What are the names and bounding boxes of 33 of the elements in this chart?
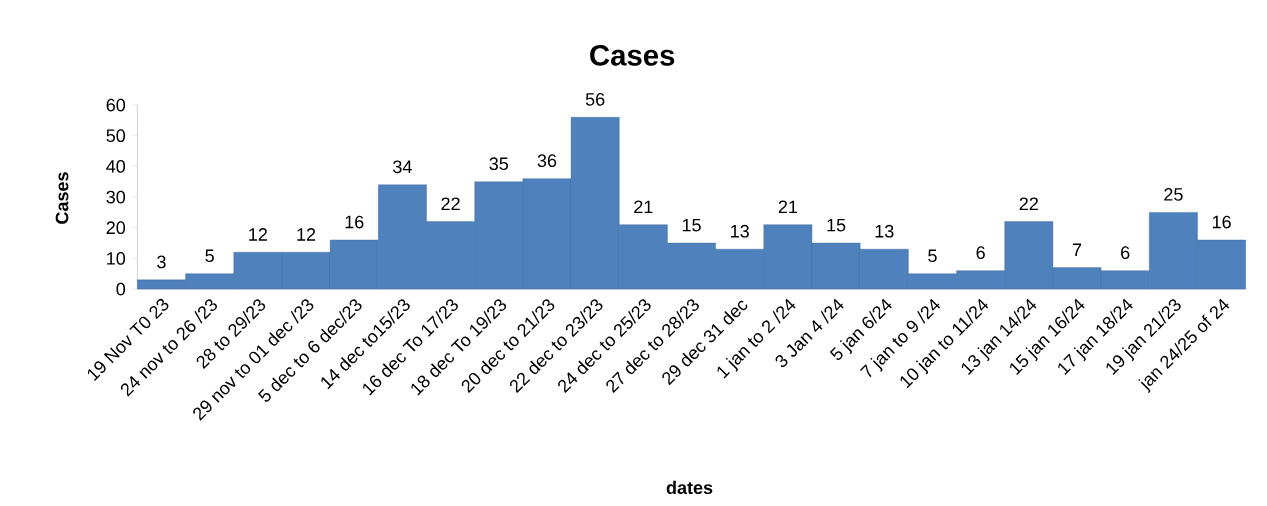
y-axis-title: Cases: [55, 172, 69, 224]
y-tick-label: 0: [116, 282, 126, 296]
data-label: 22: [441, 197, 460, 210]
y-tick-label: 40: [106, 159, 126, 173]
data-label: 12: [297, 228, 316, 241]
data-label: 25: [1164, 187, 1183, 201]
data-label: 35: [489, 157, 509, 171]
data-label: 34: [393, 160, 412, 174]
data-label: 21: [778, 200, 798, 213]
data-label: 13: [731, 224, 749, 238]
x-axis-title: dates: [666, 480, 713, 494]
data-label: 6: [976, 246, 985, 259]
data-label: 16: [1212, 215, 1231, 229]
y-tick-label: 50: [106, 129, 126, 142]
data-label: 6: [1121, 246, 1130, 259]
data-label: 36: [537, 154, 557, 167]
data-label: 56: [585, 92, 605, 106]
data-label: 5: [205, 249, 214, 263]
data-label: 7: [1072, 243, 1082, 256]
y-tick-label: 20: [106, 221, 126, 235]
y-tick-label: 10: [107, 251, 126, 265]
data-label: 13: [875, 224, 894, 238]
data-label: 15: [682, 218, 701, 232]
y-tick-label: 60: [106, 98, 126, 112]
data-label: 22: [1019, 197, 1038, 210]
chart-title: Cases: [590, 44, 675, 66]
data-label: 5: [928, 249, 937, 263]
y-tick-label: 30: [106, 190, 126, 204]
data-label: 12: [249, 228, 267, 241]
data-label: 21: [634, 200, 653, 213]
data-label: 15: [827, 218, 846, 232]
data-label: 16: [345, 215, 364, 229]
data-label: 3: [157, 255, 166, 269]
